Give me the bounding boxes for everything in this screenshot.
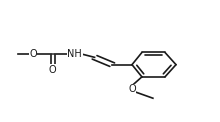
Text: O: O (29, 49, 37, 59)
Text: O: O (128, 84, 136, 94)
Text: O: O (49, 65, 57, 75)
Text: NH: NH (67, 49, 82, 59)
